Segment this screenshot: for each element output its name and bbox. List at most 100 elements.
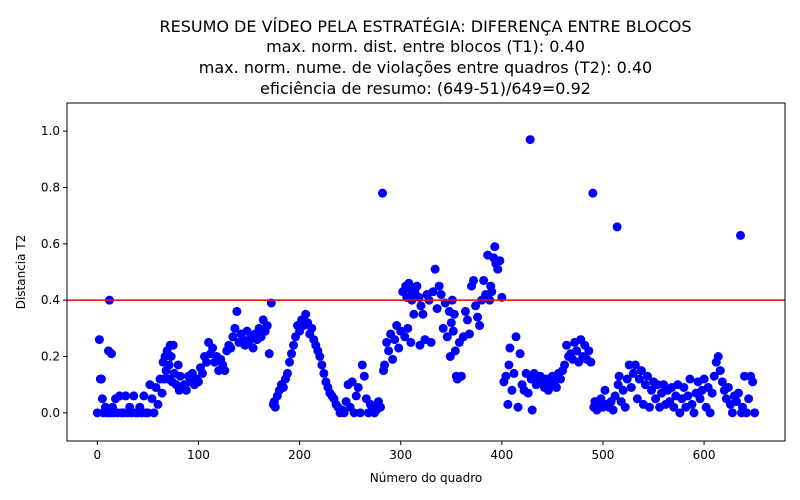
data-point	[600, 385, 610, 395]
data-point	[436, 290, 446, 300]
data-point	[731, 397, 741, 407]
data-point	[503, 399, 513, 409]
data-point	[513, 402, 523, 412]
data-point	[97, 394, 107, 404]
data-point	[339, 408, 349, 418]
data-point	[669, 402, 679, 412]
y-tick-label: 0.6	[41, 237, 60, 251]
chart-title-line-2: max. norm. dist. entre blocos (T1): 0.40	[266, 37, 585, 56]
data-point	[315, 352, 325, 361]
x-tick-label: 600	[693, 448, 716, 462]
data-point	[282, 368, 292, 378]
data-point	[382, 337, 392, 347]
data-point	[284, 357, 294, 367]
data-point	[614, 371, 624, 381]
data-point	[400, 332, 410, 342]
data-point	[493, 264, 503, 274]
data-point	[96, 374, 106, 384]
data-point	[742, 408, 752, 418]
y-tick-label: 1.0	[41, 124, 60, 138]
data-point	[168, 340, 178, 350]
chart-title-line-1: RESUMO DE VÍDEO PELA ESTRATÉGIA: DIFEREN…	[159, 17, 691, 36]
data-point	[430, 264, 440, 274]
data-point	[412, 281, 422, 291]
data-point	[464, 329, 474, 339]
data-point	[717, 377, 727, 387]
data-point	[504, 360, 514, 370]
x-tick-label: 200	[288, 448, 311, 462]
data-point	[317, 360, 327, 370]
data-point	[230, 323, 240, 333]
data-point	[685, 374, 695, 384]
x-tick-label: 400	[490, 448, 513, 462]
data-point	[287, 349, 297, 359]
data-point	[202, 357, 212, 367]
data-point	[181, 385, 191, 395]
data-point	[586, 357, 596, 367]
data-point	[193, 377, 203, 387]
data-point	[355, 408, 365, 418]
data-point	[610, 391, 620, 401]
data-point	[687, 399, 697, 409]
x-axis-label: Número do quadro	[370, 471, 482, 485]
data-point	[584, 346, 594, 356]
data-point	[501, 371, 511, 381]
data-point	[515, 349, 525, 359]
data-point	[507, 385, 517, 395]
data-point	[699, 374, 709, 384]
axis-ticks: 0 100 200 300 400 500 600 0.0 0.2 0.4 0.6 0.8 1.0	[41, 124, 716, 462]
y-axis-label: Distancia T2	[14, 235, 28, 310]
data-point	[509, 368, 519, 378]
data-point	[149, 408, 159, 418]
data-point	[347, 377, 357, 387]
data-point	[647, 385, 657, 395]
data-point	[560, 360, 570, 370]
data-point	[640, 380, 650, 390]
data-point	[618, 385, 628, 395]
data-point	[446, 318, 456, 328]
data-point	[153, 399, 163, 409]
data-point	[428, 287, 438, 297]
data-point	[460, 306, 470, 316]
data-point	[139, 391, 149, 401]
data-point	[636, 366, 646, 376]
data-point	[709, 371, 719, 381]
data-point	[471, 301, 481, 311]
data-point	[151, 382, 161, 392]
data-point	[147, 394, 157, 404]
data-point	[632, 394, 642, 404]
data-point	[572, 346, 582, 356]
data-point	[448, 326, 458, 336]
data-point	[736, 230, 746, 240]
data-point	[278, 382, 288, 392]
data-point	[695, 394, 705, 404]
data-point	[418, 309, 428, 319]
data-point	[479, 275, 489, 285]
chart-title-line-3: max. norm. nume. de violações entre quad…	[199, 58, 652, 77]
data-point	[475, 321, 485, 331]
y-tick-label: 0.8	[41, 181, 60, 195]
data-point	[705, 408, 715, 418]
data-point	[248, 343, 258, 353]
data-point	[689, 408, 699, 418]
data-point	[289, 340, 299, 350]
data-point	[626, 382, 636, 392]
data-point	[450, 346, 460, 356]
data-point	[449, 309, 459, 319]
data-point	[198, 368, 208, 378]
data-point	[628, 368, 638, 378]
x-tick-label: 300	[389, 448, 412, 462]
data-point	[353, 382, 363, 392]
data-point	[220, 366, 230, 376]
data-point	[175, 371, 185, 381]
data-point	[375, 402, 385, 412]
data-point	[634, 374, 644, 384]
data-point	[748, 377, 758, 387]
data-point	[359, 371, 369, 381]
y-tick-label: 0.4	[41, 293, 60, 307]
data-point	[390, 335, 400, 345]
data-point	[490, 242, 500, 252]
data-point	[562, 340, 572, 350]
data-point	[495, 256, 505, 266]
data-point	[511, 332, 521, 342]
